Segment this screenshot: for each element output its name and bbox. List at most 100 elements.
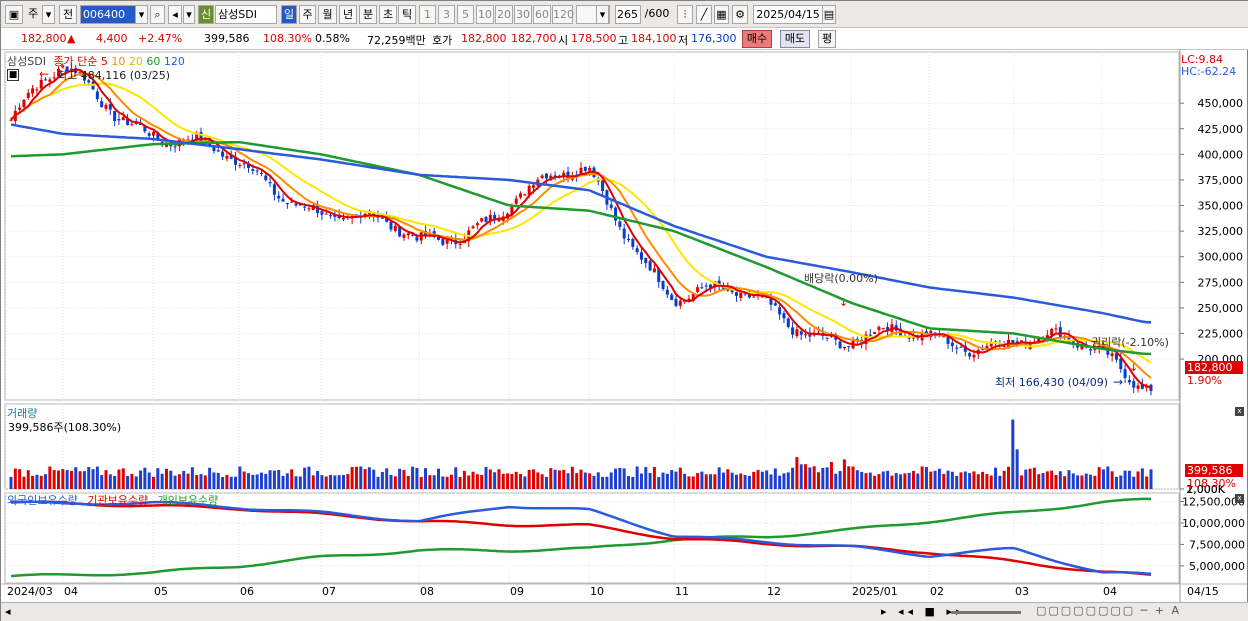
close-icon[interactable]: x [1235,407,1244,416]
candle-body [441,239,445,245]
tool-icons[interactable]: ▢▢▢▢▢▢▢▢ ─ + A [1036,604,1181,617]
volume-bar [13,468,17,489]
tab-min-10[interactable]: 10 [476,5,494,24]
volume-bar [467,475,471,489]
zoom-slider[interactable] [951,611,1021,614]
volume-bar [756,469,760,489]
candle-body [61,65,65,68]
search-icon[interactable]: ⌕ [150,5,165,24]
volume-bar [985,474,989,489]
candle-body [562,172,566,178]
x-tick-label: 04/15 [1187,585,1219,598]
tab-min-120[interactable]: 120 [552,5,574,24]
ma5-line [10,68,1152,389]
tab-period-week[interactable]: 주 [299,5,316,24]
ma20-line [10,82,1152,364]
scroll-bar[interactable]: ◂ ▸ ◂◂ ■ ▸▸ ▢▢▢▢▢▢▢▢ ─ + A [1,602,1248,621]
volume-bar [117,469,121,489]
candle-body [868,334,872,336]
volume-bar [363,469,367,489]
volume-bar [536,472,540,489]
volume-bar [290,469,294,489]
volume-bar [95,466,99,489]
tab-min-20[interactable]: 20 [495,5,513,24]
tab-min-30[interactable]: 30 [514,5,532,24]
prev-button[interactable]: 전 [59,5,77,24]
volume-bar [402,469,406,489]
candle-body [540,175,544,179]
tab-period-year[interactable]: 년 [339,5,357,24]
candle-body [1037,337,1041,344]
tab-min-60[interactable]: 60 [533,5,551,24]
candle-body [1011,340,1015,343]
tab-period-tick[interactable]: 틱 [398,5,416,24]
candle-body [488,214,492,221]
candle-body [26,92,30,98]
volume-bar [994,467,998,489]
count-input[interactable]: 265 [615,5,641,24]
foreign-legend: 외국인보유수량 [7,494,78,507]
candle-body [480,218,484,222]
speaker-icon[interactable]: ◂ [168,5,182,24]
close-icon[interactable]: x [1235,494,1244,503]
tab-period-month[interactable]: 월 [318,5,337,24]
volume-bar [834,473,838,489]
volume-bar [121,468,125,489]
open-label: 시 [558,34,569,47]
volume-bar [652,467,656,489]
code-dropdown[interactable]: ▾ [135,5,148,24]
speaker-dropdown[interactable]: ▾ [183,5,195,24]
volume-tag: 399,586 [1185,464,1243,477]
volume-bar [203,475,207,489]
buy-button[interactable]: 매수 [742,30,772,48]
volume-bar [795,457,799,489]
volume-bar [661,472,665,489]
x-tick-label: 04 [1103,585,1117,598]
volume-bar [739,473,743,489]
stock-name[interactable]: 삼성SDI [215,5,277,24]
x-tick-label: 08 [420,585,434,598]
rights-label: 권리락(-2.10%) [1091,336,1169,349]
chart-area[interactable]: ← → ↓ ↓ 2024/03 04 05 06 07 08 09 10 11 12 2025/01 02 0… [1,50,1247,602]
volume-bar [160,473,164,489]
date-input[interactable]: 2025/04/15 [753,5,823,24]
volume-bar [808,467,812,489]
candle-body [661,281,665,289]
volume-bar [894,473,898,489]
volume-bar [946,470,950,489]
calendar-icon[interactable]: ▤ [822,5,836,24]
scroll-controls[interactable]: ▸ ◂◂ ■ ▸▸ [881,605,966,618]
save-icon[interactable]: ▦ [714,5,729,24]
code-input[interactable]: 006400 [80,5,136,24]
volume-bar [251,474,255,489]
tab-min-5[interactable]: 5 [457,5,474,24]
mode-dropdown[interactable]: ▾ [42,5,55,24]
candle-body [829,335,833,337]
sell-button[interactable]: 매도 [780,30,810,48]
y-tick-label: 450,000 [1198,97,1244,110]
layout-icon[interactable]: ▣ [5,5,23,24]
toggle-icon[interactable]: ■ [7,69,19,81]
dividend-label: 배당락(0.00%) [804,272,878,285]
volume-bar [428,475,432,489]
draw-tool-icon[interactable]: ╱ [696,5,712,24]
custom-period-dropdown[interactable]: ▾ [596,5,609,24]
volume-bar [747,475,751,489]
candle-body [968,353,972,357]
tab-min-3[interactable]: 3 [438,5,455,24]
gear-icon[interactable]: ⚙ [732,5,748,24]
candle-type-icon[interactable]: ⫶ [677,5,693,24]
tab-min-1[interactable]: 1 [419,5,436,24]
candle-body [419,232,423,241]
tab-period-day[interactable]: 일 [281,5,297,24]
candle-body [1089,349,1093,351]
gridlines [4,50,1181,602]
candle-body [691,293,695,301]
volume-bar [1002,470,1006,489]
tab-period-second[interactable]: 초 [379,5,397,24]
volume-bar [475,474,479,489]
scroll-left-icon[interactable]: ◂ [5,605,11,618]
tab-period-minute[interactable]: 분 [359,5,377,24]
candle-body [566,171,570,179]
eval-button[interactable]: 평 [818,30,836,48]
